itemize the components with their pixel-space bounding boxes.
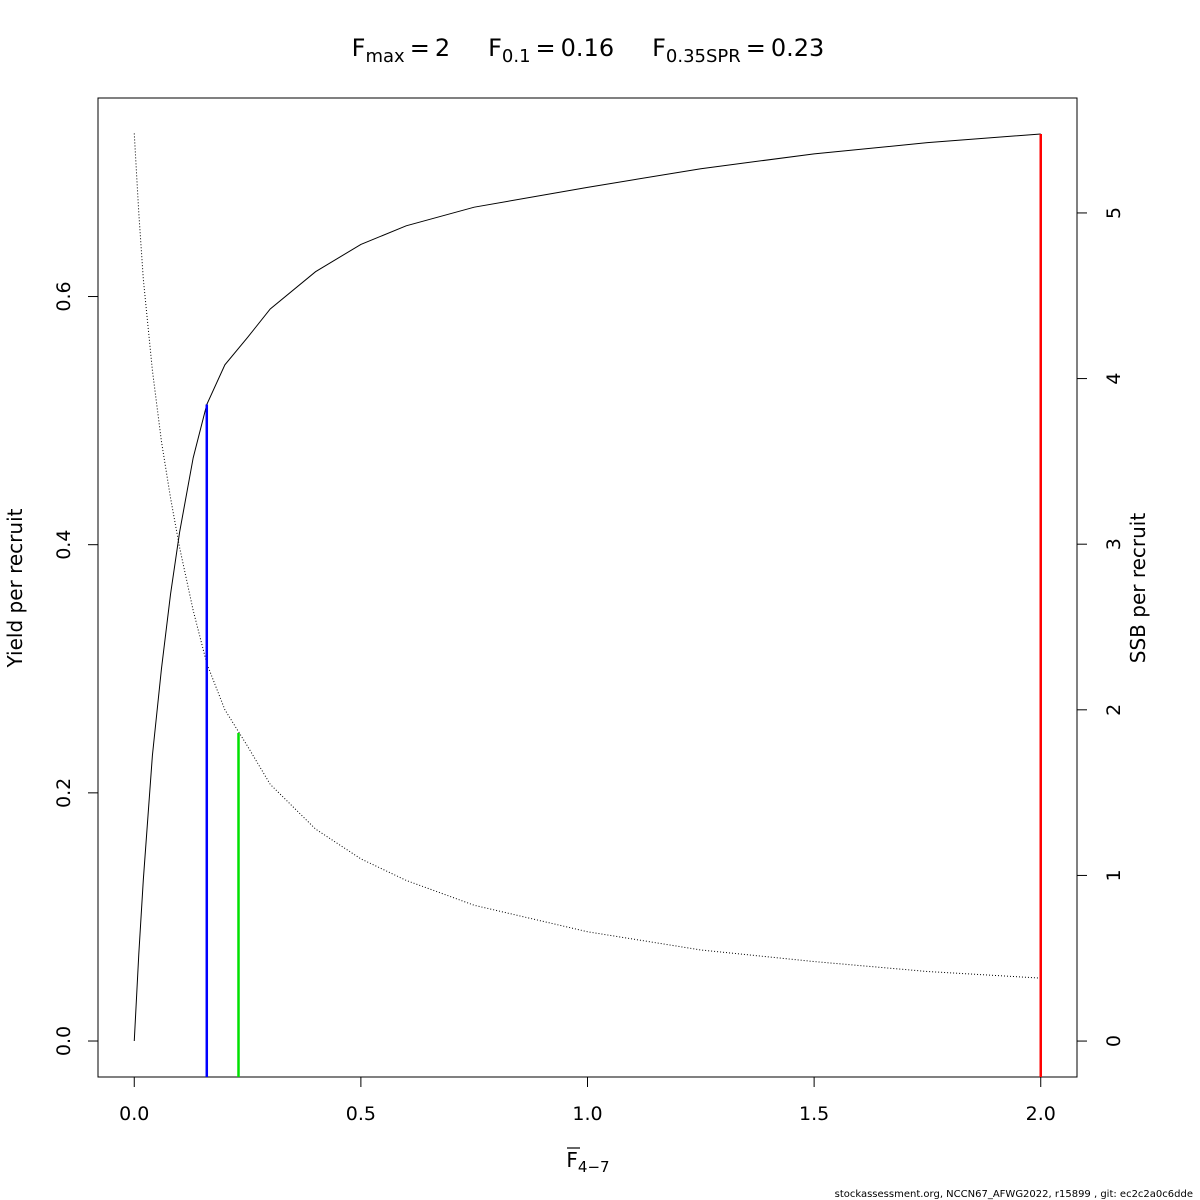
y-tick-label: 0.0: [53, 1026, 75, 1056]
y-tick-label: 0.2: [53, 778, 75, 808]
title-symbol: F: [352, 34, 366, 62]
title-operator: =: [746, 34, 766, 62]
y2-tick-label: 0: [1103, 1035, 1125, 1047]
y-axis-label: Yield per recruit: [3, 508, 27, 668]
title-operator: =: [536, 34, 556, 62]
title-value: 0.23: [771, 34, 824, 62]
title-symbol: F: [488, 34, 502, 62]
title-operator: =: [410, 34, 430, 62]
x-tick-label: 0.5: [346, 1103, 376, 1125]
title-subscript: 0.35SPR: [666, 46, 741, 67]
x-axis-label: F4−7: [566, 1148, 609, 1176]
x-axis-label-main: F: [566, 1148, 578, 1172]
title-symbol: F: [652, 34, 666, 62]
title-subscript: max: [365, 46, 405, 67]
title-subscript: 0.1: [502, 46, 531, 67]
y2-axis-label: SSB per recruit: [1126, 513, 1150, 664]
y-tick-label: 0.6: [53, 281, 75, 311]
title-value: 0.16: [561, 34, 614, 62]
plot-frame: [97, 97, 1078, 1078]
y2-tick-label: 3: [1103, 538, 1125, 550]
y-tick-label: 0.4: [53, 530, 75, 560]
x-tick-label: 1.0: [572, 1103, 602, 1125]
series-line: [133, 133, 1041, 1042]
x-axis-label-sub: 4−7: [578, 1158, 610, 1176]
chart-title: Fmax = 2 F0.1 = 0.16 F0.35SPR = 0.23: [352, 34, 825, 67]
y2-tick-label: 2: [1103, 704, 1125, 716]
footer: stockassessment.org, NCCN67_AFWG2022, r1…: [835, 1189, 1193, 1200]
x-tick-label: 2.0: [1026, 1103, 1056, 1125]
x-tick-label: 1.5: [799, 1103, 829, 1125]
y2-tick-label: 1: [1103, 869, 1125, 881]
title-value: 2: [435, 34, 450, 62]
series-line: [133, 133, 1041, 979]
x-tick-label: 0.0: [119, 1103, 149, 1125]
y2-tick-label: 4: [1103, 373, 1125, 385]
y2-tick-label: 5: [1103, 207, 1125, 219]
